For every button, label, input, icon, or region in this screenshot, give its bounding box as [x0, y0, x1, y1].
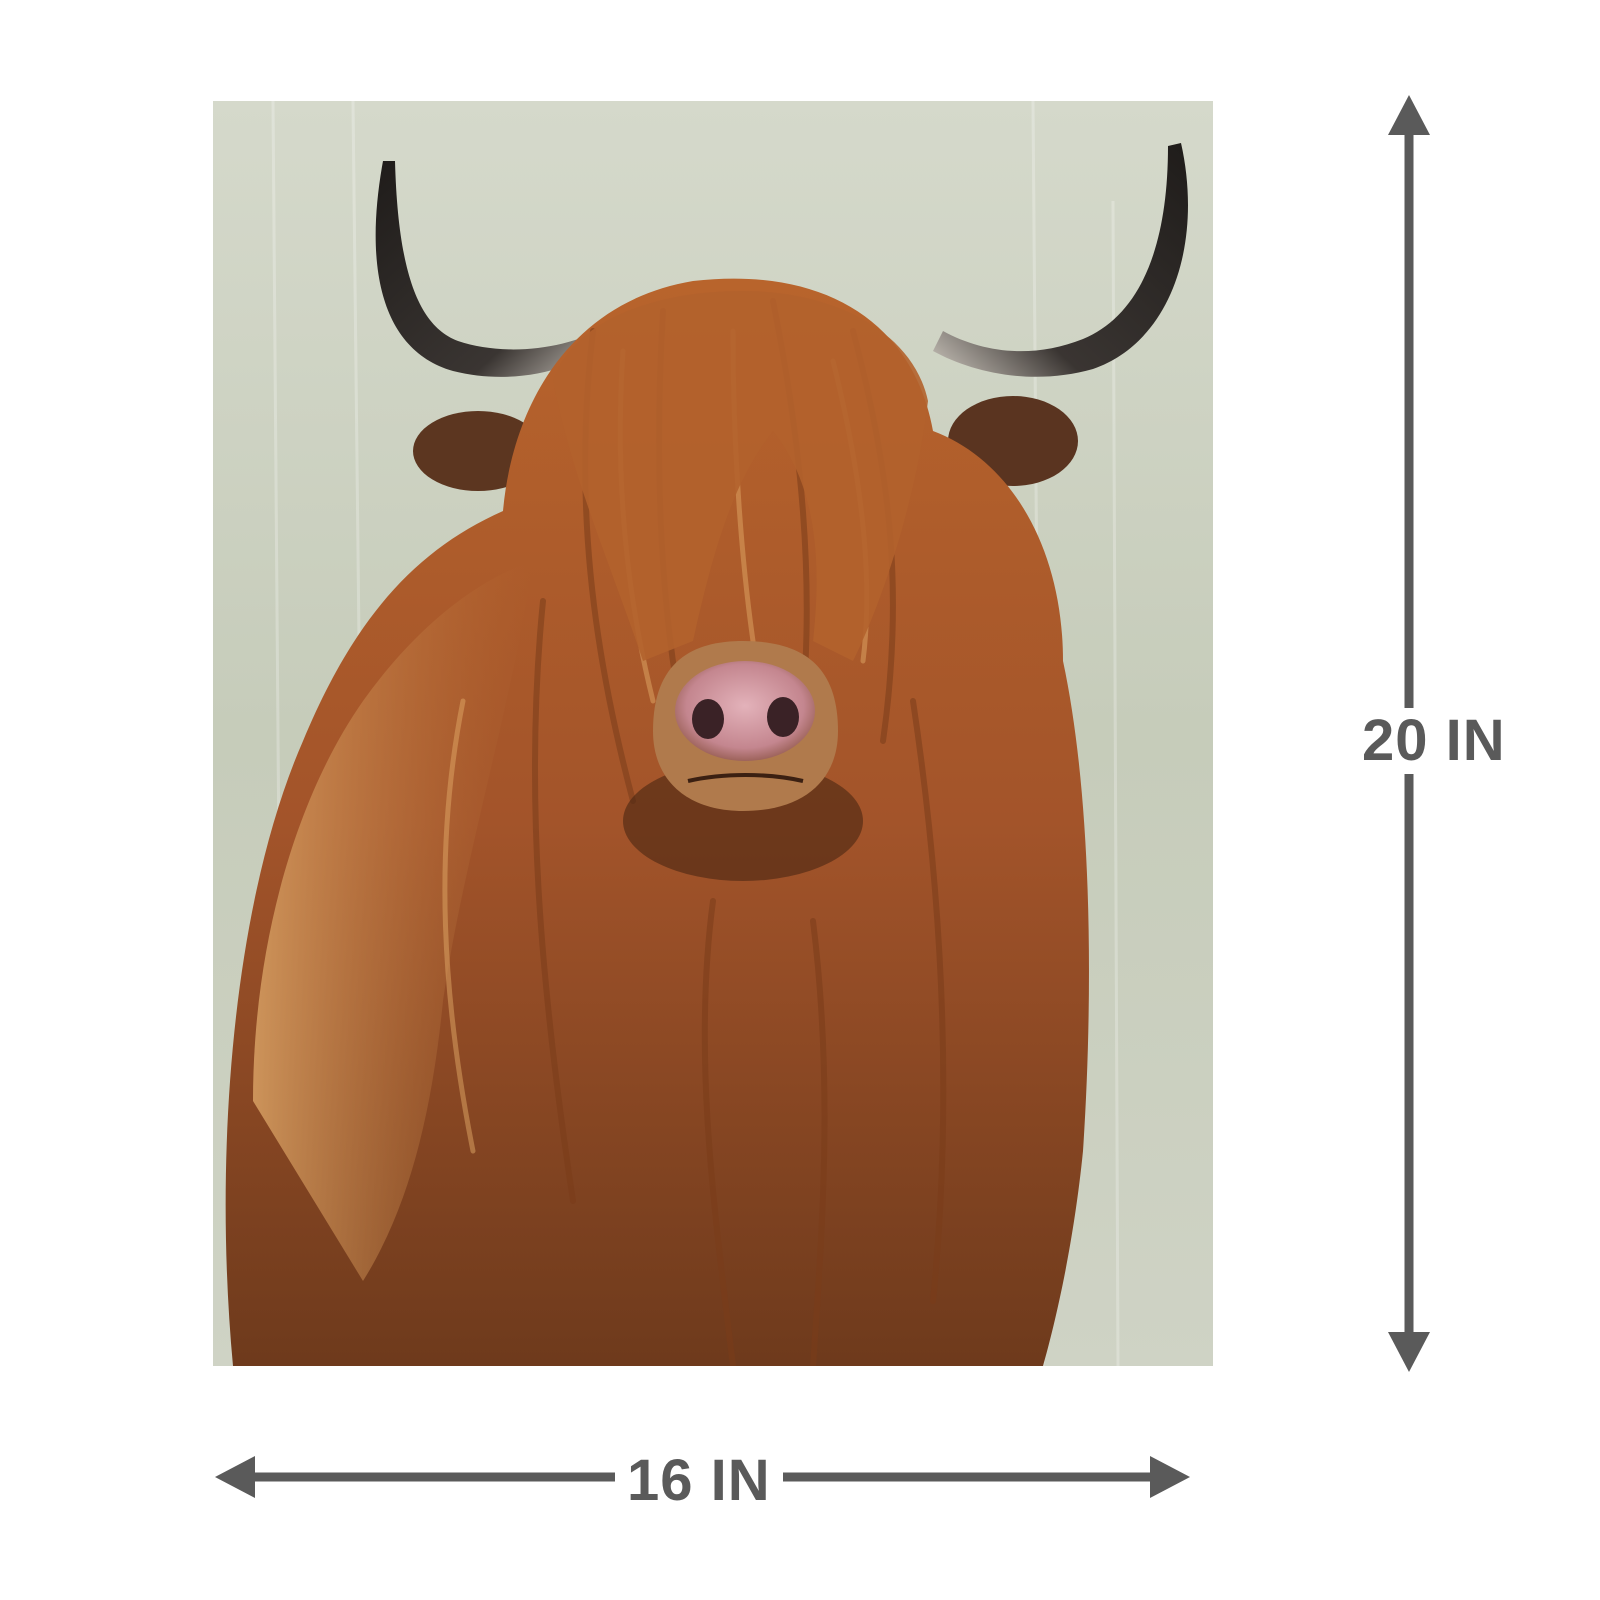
arrow-left-icon — [215, 1456, 255, 1498]
right-horn — [933, 143, 1188, 377]
left-nostril — [692, 699, 724, 739]
highland-cow-painting — [213, 101, 1213, 1366]
canvas-painting — [213, 101, 1213, 1366]
right-nostril — [767, 697, 799, 737]
arrow-right-icon — [1150, 1456, 1190, 1498]
width-dimension-label: 16 IN — [615, 1452, 783, 1510]
height-dimension-label: 20 IN — [1362, 708, 1506, 774]
arrow-down-icon — [1388, 1332, 1430, 1372]
arrow-up-icon — [1388, 95, 1430, 135]
